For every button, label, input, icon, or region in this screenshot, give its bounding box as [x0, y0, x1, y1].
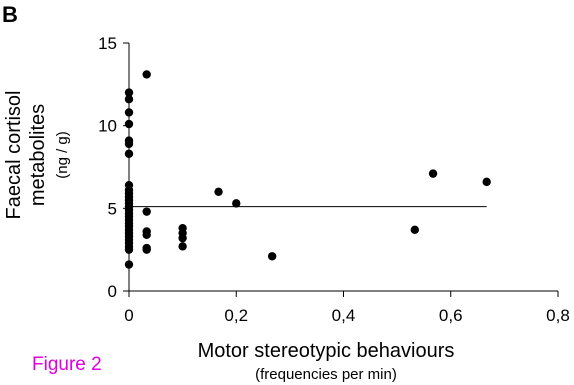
y-axis-sublabel: (ng / g)	[54, 131, 71, 179]
data-point	[267, 252, 277, 261]
data-point	[124, 260, 134, 269]
axes	[128, 43, 558, 292]
y-tick-label: 10	[98, 117, 117, 136]
y-axis-label-line-1: Faecal cortisol	[3, 91, 25, 220]
data-point	[142, 70, 151, 79]
data-point	[232, 199, 241, 208]
data-point	[124, 108, 134, 117]
data-point	[410, 225, 420, 235]
tick-marks	[123, 42, 559, 297]
data-points	[124, 70, 491, 269]
x-tick-label: 0,2	[224, 306, 248, 325]
data-point	[124, 119, 134, 129]
data-point	[142, 207, 151, 216]
y-tick-label: 15	[98, 34, 117, 53]
panel-label: B	[2, 2, 18, 27]
data-point	[124, 139, 134, 149]
data-point	[482, 177, 491, 187]
data-point	[124, 95, 134, 104]
y-tick-label: 0	[108, 282, 117, 301]
x-tick-label: 0,4	[332, 306, 356, 325]
figure-label: Figure 2	[32, 354, 102, 375]
x-tick-label: 0,6	[439, 306, 463, 325]
data-point	[124, 245, 134, 254]
data-point	[178, 233, 187, 243]
y-axis-label-line-2: metabolites	[27, 104, 49, 206]
y-tick-label: 5	[108, 199, 117, 218]
x-axis-label: Motor stereotypic behaviours	[198, 340, 455, 362]
x-axis-sublabel: (frequencies per min)	[255, 366, 397, 383]
data-point	[214, 187, 223, 196]
x-tick-label: 0,8	[546, 306, 570, 325]
data-point	[178, 242, 187, 251]
x-tick-label: 0	[124, 306, 133, 325]
data-point	[142, 245, 151, 254]
data-point	[428, 169, 438, 178]
data-point	[142, 230, 151, 239]
data-point	[124, 149, 134, 158]
data-point	[124, 88, 134, 97]
tick-labels: 0 5 10 15 0 0,2 0,4 0,6 0,8	[98, 34, 570, 325]
